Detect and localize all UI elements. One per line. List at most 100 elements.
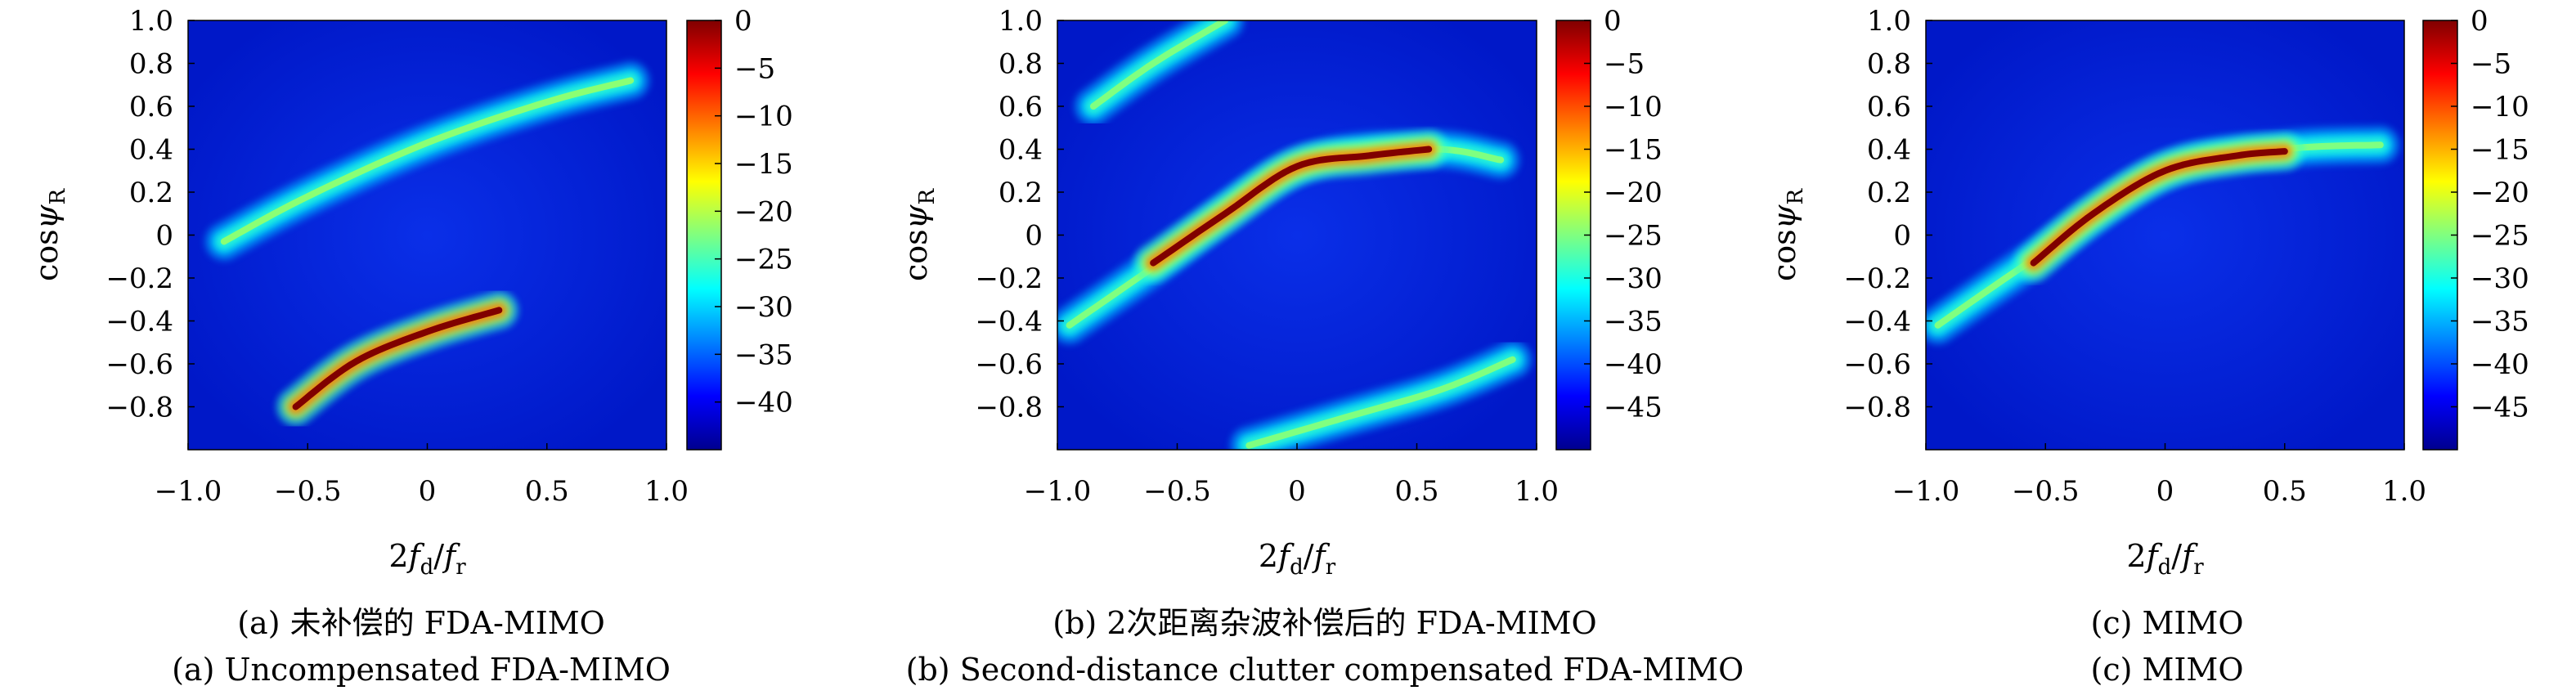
colorbar-tick-label: −20: [734, 195, 793, 228]
colorbar-tick-label: −30: [734, 291, 793, 324]
colorbar-tick-label: −15: [734, 148, 793, 181]
colorbar-tick-label: −25: [734, 244, 793, 276]
colorbar-tick-label: −10: [2471, 91, 2529, 123]
colorbar-tick-label: −15: [1604, 134, 1663, 167]
panel-c: −1.0 −0.5 0 0.5 1.0 1.0 0.8 0.6 0.4 0.2 0 −0.2 −0.4 −…: [1766, 5, 2529, 688]
caption-cn: (b) 2次距离杂波补偿后的 FDA-MIMO: [1052, 605, 1596, 641]
y-tick-label: 0.4: [999, 134, 1043, 167]
ridge-2-layer-4: [2030, 148, 2288, 267]
y-tick-label: 0.6: [1867, 91, 1911, 123]
x-tick-label: 0.5: [525, 475, 569, 508]
x-tick-label: 0: [2156, 475, 2174, 508]
y-tick-label: −0.4: [975, 306, 1043, 339]
heatmap-ridges: [1926, 125, 2400, 345]
colorbar-tick-label: −45: [1604, 392, 1663, 424]
x-tick-label: 0.5: [1394, 475, 1438, 508]
x-axis-label: 2fd/fr: [1259, 538, 1336, 580]
colorbar-tick-label: 0: [1604, 5, 1622, 38]
panel-b: −1.0 −0.5 0 0.5 1.0 1.0 0.8 0.6 0.4 0.2 0 −0.2 −0.4 −…: [898, 5, 1744, 688]
ridge-2-layer-4: [1150, 146, 1433, 267]
colorbar-tick-label: −35: [1604, 306, 1663, 339]
y-tick-label: −0.8: [975, 392, 1043, 424]
y-tick-label: 0: [1025, 220, 1043, 253]
x-tick-label: 0: [1288, 475, 1306, 508]
y-tick-label: 0.2: [1867, 177, 1911, 209]
colorbar-tick-label: −15: [2471, 134, 2529, 167]
y-tick-label: 0.8: [999, 48, 1043, 81]
x-axis-label: 2fd/fr: [2126, 538, 2204, 580]
colorbar: [686, 20, 722, 451]
colorbar-tick-label: −40: [2471, 348, 2529, 381]
panel-a: −1.0 −0.5 0 0.5 1.0 1.0 0.8 0.6 0.4 0.2 0 −0.2 −0.4 −…: [29, 5, 793, 688]
colorbar-tick-label: 0: [734, 5, 752, 38]
colorbar-tick-label: −20: [2471, 177, 2529, 209]
caption-en: (b) Second-distance clutter compensated …: [906, 652, 1744, 688]
y-tick-label: −0.6: [105, 348, 173, 381]
ridge-1-layer-4: [220, 77, 635, 245]
y-tick-label: −0.4: [105, 306, 173, 339]
heatmap-background: [1926, 20, 2404, 450]
ridge-3-layer-4: [1090, 20, 1229, 110]
x-tick-label: −0.5: [2012, 475, 2080, 508]
y-tick-label: −0.2: [1843, 262, 1911, 295]
x-tick-label: −0.5: [1143, 475, 1211, 508]
y-tick-label: 1.0: [129, 5, 173, 38]
colorbar-tick-label: −5: [1604, 48, 1645, 81]
x-tick-label: 0: [419, 475, 437, 508]
y-tick-label: 0: [155, 220, 173, 253]
y-tick-label: −0.8: [1843, 392, 1911, 424]
colorbar-tick-label: −10: [734, 101, 793, 133]
ridge-4-layer-4: [1245, 356, 1516, 449]
x-tick-label: −1.0: [155, 475, 222, 508]
colorbar-tick-label: 0: [2471, 5, 2488, 38]
y-tick-label: 1.0: [1867, 5, 1911, 38]
colorbar-tick-label: −20: [1604, 177, 1663, 209]
y-tick-label: 0.2: [129, 177, 173, 209]
y-tick-label: 0.8: [1867, 48, 1911, 81]
y-axis-label: cosψR: [1766, 188, 1808, 281]
y-tick-label: 1.0: [999, 5, 1043, 38]
y-tick-label: −0.2: [105, 262, 173, 295]
heatmap-ridges: [1057, 20, 1533, 450]
y-tick-label: 0: [1893, 220, 1911, 253]
y-tick-label: 0.4: [1867, 134, 1911, 167]
colorbar-tick-label: −30: [1604, 262, 1663, 295]
y-tick-label: −0.6: [1843, 348, 1911, 381]
x-tick-label: 1.0: [644, 475, 689, 508]
caption-en: (a) Uncompensated FDA-MIMO: [172, 652, 671, 688]
x-tick-label: 1.0: [2382, 475, 2426, 508]
caption-en: (c) MIMO: [2091, 652, 2244, 688]
x-tick-label: 0.5: [2263, 475, 2307, 508]
x-tick-label: 1.0: [1515, 475, 1559, 508]
y-tick-label: −0.8: [105, 392, 173, 424]
colorbar-tick-label: −45: [2471, 392, 2529, 424]
x-axis-label: 2fd/fr: [388, 538, 466, 580]
y-tick-label: −0.6: [975, 348, 1043, 381]
colorbar-tick-label: −40: [1604, 348, 1663, 381]
y-tick-label: 0.6: [999, 91, 1043, 123]
y-axis-label: cosψR: [29, 188, 70, 281]
x-tick-label: −1.0: [1892, 475, 1960, 508]
y-tick-label: 0.2: [999, 177, 1043, 209]
colorbar-tick-label: −40: [734, 387, 793, 419]
colorbar-tick-label: −10: [1604, 91, 1663, 123]
caption-cn: (c) MIMO: [2091, 605, 2244, 641]
colorbar-tick-label: −35: [2471, 306, 2529, 339]
y-tick-label: 0.6: [129, 91, 173, 123]
y-tick-label: −0.4: [1843, 306, 1911, 339]
y-tick-label: −0.2: [975, 262, 1043, 295]
colorbar-tick-label: −30: [2471, 262, 2529, 295]
colorbar-tick-label: −25: [1604, 220, 1663, 253]
x-tick-label: −0.5: [274, 475, 342, 508]
heatmap-ridges: [204, 61, 651, 427]
colorbar-tick-label: −35: [734, 339, 793, 371]
ridge-2-layer-4: [292, 307, 503, 410]
colorbar-tick-label: −5: [734, 52, 775, 85]
y-axis-label: cosψR: [898, 188, 940, 281]
y-tick-label: 0.4: [129, 134, 173, 167]
caption-cn: (a) 未补偿的 FDA-MIMO: [237, 605, 605, 641]
y-tick-label: 0.8: [129, 48, 173, 81]
colorbar-tick-label: −25: [2471, 220, 2529, 253]
colorbar-tick-label: −5: [2471, 48, 2511, 81]
